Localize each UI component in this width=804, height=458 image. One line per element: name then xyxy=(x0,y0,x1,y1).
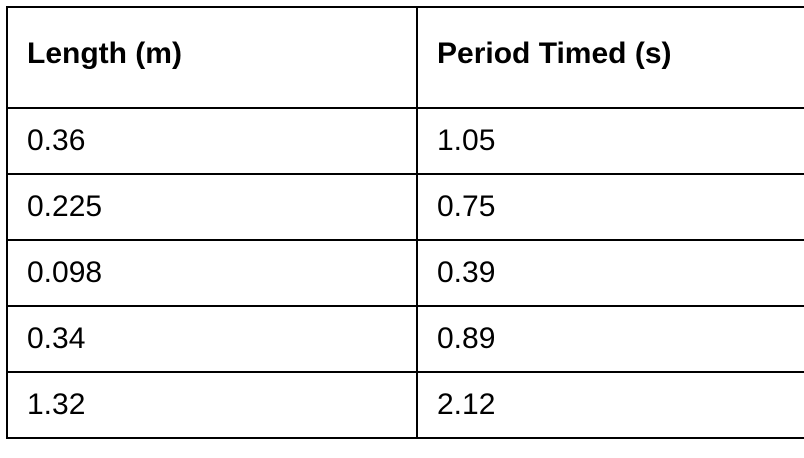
cell-period: 0.89 xyxy=(416,305,804,373)
table-row: 0.36 1.05 xyxy=(6,107,804,175)
table-row: 1.32 2.12 xyxy=(6,371,804,439)
cell-period: 2.12 xyxy=(416,371,804,439)
cell-length: 0.34 xyxy=(6,305,418,373)
cell-length: 0.098 xyxy=(6,239,418,307)
cell-period: 1.05 xyxy=(416,107,804,175)
table-row: 0.098 0.39 xyxy=(6,239,804,307)
table-row: 0.225 0.75 xyxy=(6,173,804,241)
cell-period: 0.39 xyxy=(416,239,804,307)
pendulum-data-table: Length (m) Period Timed (s) 0.36 1.05 0.… xyxy=(6,6,804,439)
table-row: 0.34 0.89 xyxy=(6,305,804,373)
cell-length: 0.225 xyxy=(6,173,418,241)
cell-period: 0.75 xyxy=(416,173,804,241)
cell-length: 0.36 xyxy=(6,107,418,175)
table-header-row: Length (m) Period Timed (s) xyxy=(6,6,804,109)
header-length: Length (m) xyxy=(6,6,418,109)
header-period-timed: Period Timed (s) xyxy=(416,6,804,109)
cell-length: 1.32 xyxy=(6,371,418,439)
